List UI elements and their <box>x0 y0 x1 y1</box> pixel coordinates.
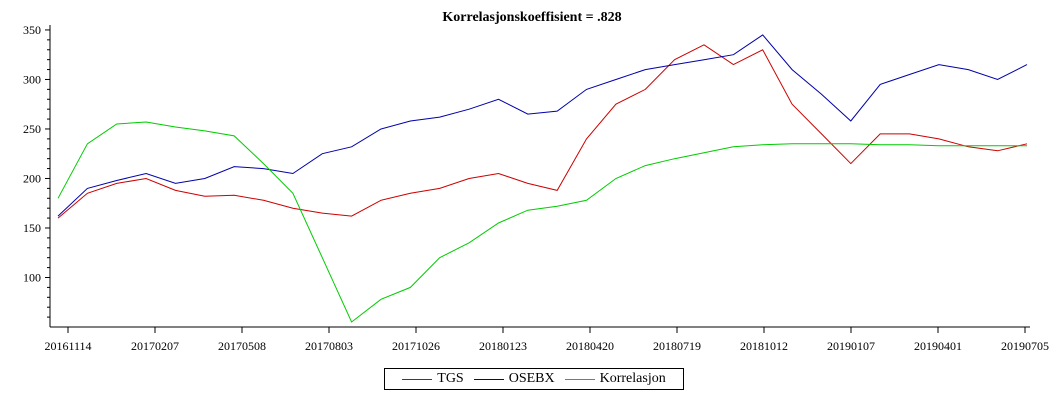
x-tick-label: 20180719 <box>653 339 701 353</box>
x-tick-label: 20170508 <box>218 339 266 353</box>
x-tick-label: 20161114 <box>44 339 91 353</box>
legend-label-tgs: TGS <box>437 371 464 386</box>
y-tick-label: 300 <box>23 72 41 86</box>
series-layer <box>57 34 1028 323</box>
axes: 100 150 200 250 300 350 20161114 20170207 201705… <box>23 23 1049 353</box>
x-tick-label: 20170803 <box>305 339 353 353</box>
series-line-osebx <box>57 34 1028 217</box>
chart-title: Korrelasjonskoeffisient = .828 <box>442 10 621 25</box>
x-tick-label: 20190401 <box>914 339 962 353</box>
legend-item-korrelasjon: Korrelasjon <box>564 371 666 387</box>
x-tick-label: 20181012 <box>740 339 788 353</box>
legend-label-korrelasjon: Korrelasjon <box>599 371 666 386</box>
y-tick-label: 250 <box>23 122 41 136</box>
legend-label-osebx: OSEBX <box>508 371 555 386</box>
legend-swatch-tgs <box>402 378 433 380</box>
legend-item-osebx: OSEBX <box>473 371 555 387</box>
x-tick-label: 20170207 <box>131 339 179 353</box>
x-tick-label: 20190107 <box>827 339 875 353</box>
legend-swatch-korrelasjon <box>564 378 595 380</box>
y-tick-label: 200 <box>23 171 41 185</box>
x-tick-label: 20190705 <box>1001 339 1049 353</box>
series-line-korrelasjon <box>57 121 1027 323</box>
x-tick-label: 20180420 <box>566 339 614 353</box>
y-tick-label: 150 <box>23 221 41 235</box>
x-tick-label: 20171026 <box>392 339 440 353</box>
x-tick-label: 20180123 <box>479 339 527 353</box>
legend-item-tgs: TGS <box>402 371 464 387</box>
series-line-tgs <box>57 44 1028 219</box>
y-tick-label: 100 <box>23 270 41 284</box>
legend: TGS OSEBX Korrelasjon <box>384 368 684 390</box>
y-tick-label: 350 <box>23 23 41 37</box>
legend-swatch-osebx <box>473 378 504 380</box>
